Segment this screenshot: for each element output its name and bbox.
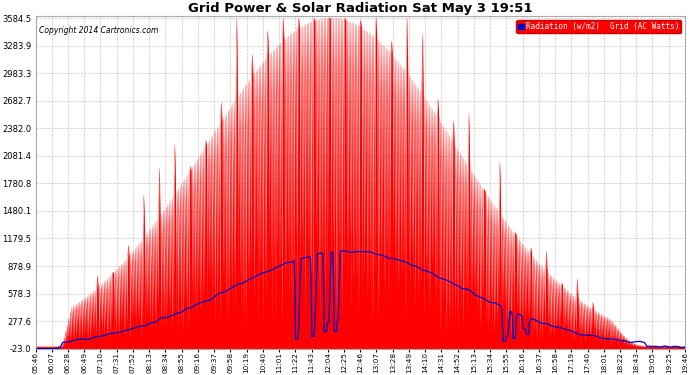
Legend: Radiation (w/m2), Grid (AC Watts): Radiation (w/m2), Grid (AC Watts) <box>516 20 681 33</box>
Title: Grid Power & Solar Radiation Sat May 3 19:51: Grid Power & Solar Radiation Sat May 3 1… <box>188 2 533 15</box>
Text: Copyright 2014 Cartronics.com: Copyright 2014 Cartronics.com <box>39 26 158 35</box>
